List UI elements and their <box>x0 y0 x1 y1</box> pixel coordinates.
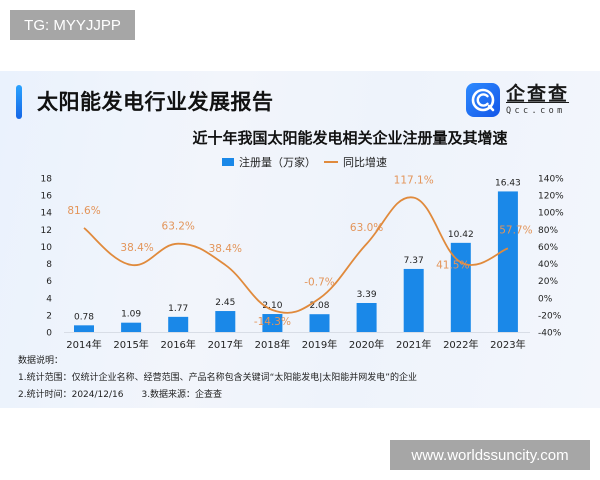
y-left-tick: 6 <box>46 277 52 287</box>
x-tick-2018年: 2018年 <box>255 338 290 351</box>
growth-rate-label: 41.5% <box>436 259 469 271</box>
y-right-tick: 40% <box>538 260 558 270</box>
bar-value-label: 7.37 <box>404 256 424 266</box>
x-tick-2017年: 2017年 <box>208 338 243 351</box>
x-tick-2022年: 2022年 <box>443 338 478 351</box>
y-right-tick: 60% <box>538 243 558 253</box>
growth-rate-line <box>83 196 509 314</box>
y-right-tick: 140% <box>538 175 564 185</box>
chart-plot: 0 2 4 6 8 10 12 14 16 18 -40% -20% 0% 20% 40% 60% 80% 100… <box>41 175 565 352</box>
y-right-tick: 20% <box>538 277 558 287</box>
legend-line-label: 同比增速 <box>343 156 387 169</box>
bar-2016年 <box>168 316 189 332</box>
bar-2014年 <box>74 325 94 332</box>
y-left-tick: 14 <box>41 209 53 219</box>
logo-text-cn: 企查查 <box>506 83 570 105</box>
chart-title: 近十年我国太阳能发电相关企业注册量及其增速 <box>192 129 508 147</box>
bar-2023年 <box>497 191 518 332</box>
legend-line-swatch-icon <box>324 161 338 163</box>
x-tick-2019年: 2019年 <box>302 338 337 351</box>
x-tick-2023年: 2023年 <box>490 338 525 351</box>
page-title: 太阳能发电行业发展报告 <box>37 90 274 114</box>
legend-bar-swatch-icon <box>222 158 234 166</box>
x-tick-2021年: 2021年 <box>396 338 431 351</box>
growth-rate-label: 57.7% <box>499 224 532 236</box>
data-notes: 数据说明： 1.统计范围：仅统计企业名称、经营范围、产品名称包含关键词“太阳能发… <box>18 353 417 404</box>
notes-source: 3.数据来源：企查查 <box>141 390 223 400</box>
bar-value-label: 3.39 <box>357 290 377 300</box>
y-right-tick: 100% <box>538 209 564 219</box>
y-left-tick: 18 <box>41 175 53 185</box>
x-tick-2016年: 2016年 <box>160 338 195 351</box>
bar-2021年 <box>403 268 424 332</box>
bar-value-label: 16.43 <box>495 178 521 188</box>
y-left-tick: 8 <box>46 260 52 270</box>
y-left-tick: 16 <box>41 192 53 202</box>
x-tick-2014年: 2014年 <box>66 338 101 351</box>
growth-rate-label: 117.1% <box>394 175 434 187</box>
notes-scope: 1.统计范围：仅统计企业名称、经营范围、产品名称包含关键词“太阳能发电|太阳能并… <box>18 373 417 383</box>
bar-value-label: 10.42 <box>448 230 474 240</box>
title-accent-bar <box>16 85 22 119</box>
bar-value-label: 0.78 <box>74 312 94 322</box>
bar-2018年 <box>262 314 283 332</box>
bar-value-label: 1.77 <box>168 304 188 314</box>
y-right-tick: 80% <box>538 226 558 236</box>
report-card: 太阳能发电行业发展报告 企查查 Qcc.com 近十年我国太阳能发电相关企业注册… <box>0 71 600 408</box>
x-tick-2020年: 2020年 <box>349 338 384 351</box>
qcc-logo: 企查查 Qcc.com <box>466 83 569 117</box>
qcc-logo-icon <box>466 83 500 117</box>
notes-time: 2.统计时间：2024/12/16 <box>18 390 124 400</box>
legend-bar-label: 注册量（万家） <box>239 156 316 169</box>
bar-value-label: 1.09 <box>121 310 141 320</box>
logo-text-en: Qcc.com <box>506 106 566 116</box>
growth-rate-label: 63.2% <box>162 221 195 233</box>
y-left-tick: 4 <box>46 294 52 304</box>
bar-value-label: 2.45 <box>215 298 235 308</box>
watermark-top: TG: MYYJJPP <box>10 10 135 40</box>
growth-rate-label: 81.6% <box>67 205 100 217</box>
bar-value-label: 2.08 <box>309 301 329 311</box>
y-left-tick: 10 <box>41 243 53 253</box>
growth-rate-label: -0.7% <box>304 276 334 288</box>
growth-rate-label: 63.0% <box>350 222 383 234</box>
bar-2015年 <box>121 322 142 332</box>
bar-value-label: 2.10 <box>262 301 282 311</box>
y-right-tick: 120% <box>538 192 564 202</box>
bar-2020年 <box>356 302 377 332</box>
watermark-bottom: www.worldssuncity.com <box>390 440 590 470</box>
bar-2019年 <box>309 314 330 332</box>
growth-rate-label: -14.3% <box>254 316 291 328</box>
bar-2017年 <box>215 311 236 332</box>
y-right-tick: -40% <box>538 329 562 339</box>
growth-rate-label: 38.4% <box>209 243 242 255</box>
y-right-tick: 0% <box>538 294 553 304</box>
y-left-tick: 2 <box>46 311 52 321</box>
notes-heading: 数据说明： <box>18 356 64 366</box>
chart-legend: 注册量（万家） 同比增速 <box>222 154 387 170</box>
x-tick-2015年: 2015年 <box>113 338 148 351</box>
y-right-tick: -20% <box>538 311 562 321</box>
growth-rate-label: 38.4% <box>120 242 153 254</box>
y-left-tick: 12 <box>41 226 52 236</box>
y-left-tick: 0 <box>46 329 52 339</box>
